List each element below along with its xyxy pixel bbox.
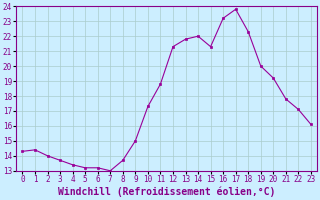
X-axis label: Windchill (Refroidissement éolien,°C): Windchill (Refroidissement éolien,°C) xyxy=(58,187,276,197)
